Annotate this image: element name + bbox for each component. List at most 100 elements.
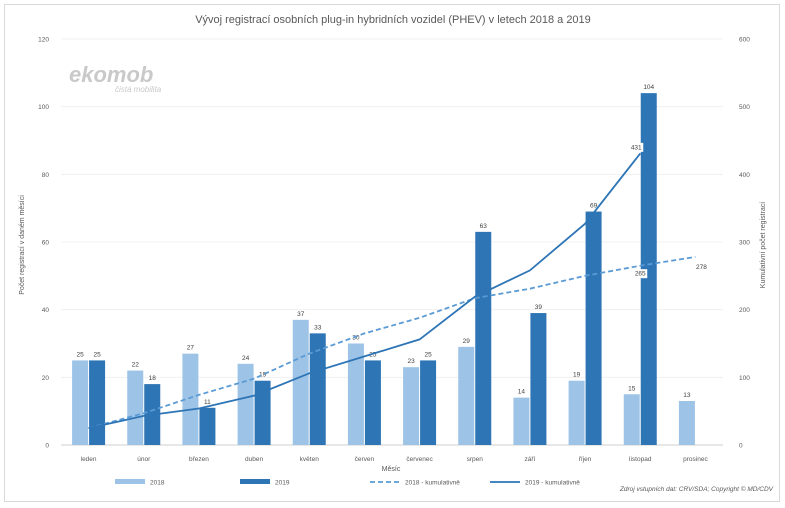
ekomob-logo: ekomob čistá mobilita [69, 62, 162, 94]
bar-2018 [458, 346, 475, 445]
left-axis-ticks: 0 20 40 60 80 100 120 [38, 37, 49, 450]
x-tick-label: červenec [406, 456, 433, 463]
legend-label-2019: 2019 [275, 480, 290, 487]
bar-data-label: 39 [535, 304, 543, 311]
y-axis-label: Počet registrací v daném měsíci [19, 195, 26, 295]
bar-data-label: 63 [480, 223, 488, 230]
bar-data-label: 25 [93, 351, 101, 358]
bar-2018 [127, 370, 144, 445]
y-tick-label: 40 [42, 307, 50, 314]
y2-tick-label: 300 [739, 240, 750, 247]
line-data-label-bg [633, 269, 648, 279]
bar-2019 [475, 231, 492, 445]
bar-data-label: 18 [149, 375, 157, 382]
bar-2018 [237, 363, 254, 445]
bar-2019 [585, 211, 602, 445]
x-tick-label: listopad [629, 456, 652, 463]
line-2019 - kumulativně [88, 152, 642, 429]
bar-data-label: 27 [187, 345, 195, 352]
bar-data-label: 14 [518, 389, 526, 396]
legend-swatch-2019 [240, 479, 270, 484]
bar-data-label: 25 [369, 351, 377, 358]
gridlines [61, 38, 723, 446]
bar-data-label: 19 [573, 372, 581, 379]
right-axis-ticks: 0 100 200 300 400 500 600 [739, 37, 750, 450]
line-data-label-bg [629, 142, 644, 152]
y2-tick-label: 0 [739, 443, 743, 450]
y-tick-label: 80 [42, 172, 50, 179]
line-data-label: 278 [696, 264, 707, 271]
y-tick-label: 120 [38, 37, 49, 44]
bar-2018 [568, 380, 585, 445]
bar-data-label: 33 [314, 324, 322, 331]
bar-2018 [292, 319, 309, 445]
phev-registration-chart: Vývoj registrací osobních plug-in hybrid… [19, 14, 774, 493]
bar-2018 [403, 367, 420, 445]
legend-label-2018 - kumulativně: 2018 - kumulativně [405, 480, 460, 487]
x-tick-label: říjen [579, 456, 592, 463]
chart-frame: Vývoj registrací osobních plug-in hybrid… [4, 4, 780, 502]
y2-tick-label: 500 [739, 104, 750, 111]
legend-label-2018: 2018 [150, 480, 165, 487]
y2-tick-label: 200 [739, 307, 750, 314]
legend-label-2019 - kumulativně: 2019 - kumulativně [525, 480, 580, 487]
cumulative-lines: 265 278 431 [88, 142, 709, 429]
bar-2018 [623, 394, 640, 445]
legend: 2018 2019 2018 - kumulativně 2019 - kumulat… [115, 479, 580, 487]
x-tick-label: duben [245, 456, 263, 463]
line-data-label: 431 [631, 144, 642, 151]
chart-title: Vývoj registrací osobních plug-in hybrid… [195, 14, 591, 26]
bar-2018 [182, 353, 199, 445]
bar-2019 [254, 380, 271, 445]
bar-data-label: 37 [297, 311, 305, 318]
bar-data-label: 25 [424, 351, 432, 358]
logo-text: ekomob [69, 62, 153, 87]
bar-data-label: 23 [407, 358, 415, 365]
bar-2019 [309, 333, 326, 445]
x-tick-label: červen [355, 456, 375, 463]
bar-2018 [72, 360, 89, 445]
bar-data-label: 24 [242, 355, 250, 362]
bar-data-label: 13 [683, 392, 691, 399]
bar-data-label: 19 [259, 372, 267, 379]
bars: 25 22 27 24 37 30 23 29 14 19 15 13 25 18 11 19 33 25 25 63… [72, 84, 695, 445]
x-tick-label: leden [81, 456, 97, 463]
bar-2018 [513, 397, 530, 445]
y2-tick-label: 400 [739, 172, 750, 179]
bar-2019 [530, 313, 547, 445]
y-tick-label: 60 [42, 240, 50, 247]
legend-swatch-2018 [115, 479, 145, 484]
bar-data-label: 25 [76, 351, 84, 358]
bar-2019 [89, 360, 106, 445]
x-tick-label: březen [189, 456, 209, 463]
bar-data-label: 69 [590, 203, 598, 210]
bar-2019 [199, 407, 216, 445]
logo-tagline: čistá mobilita [115, 85, 162, 94]
y-tick-label: 0 [45, 443, 49, 450]
bar-2018 [347, 343, 364, 445]
bar-data-label: 15 [628, 385, 636, 392]
y2-tick-label: 100 [739, 375, 750, 382]
y2-axis-label: Kumulativní počet registrací [760, 202, 767, 288]
y-tick-label: 20 [42, 375, 50, 382]
x-tick-label: únor [137, 456, 151, 463]
y-tick-label: 100 [38, 104, 49, 111]
line-data-label: 265 [635, 271, 646, 278]
bar-2019 [420, 360, 437, 445]
bar-2019 [364, 360, 381, 445]
x-tick-label: září [524, 456, 535, 463]
x-axis-ticks: leden únor březen duben květen červen červenec… [81, 456, 709, 463]
bar-2018 [678, 401, 695, 445]
bar-data-label: 11 [204, 399, 211, 406]
x-tick-label: prosinec [683, 456, 708, 463]
bar-data-label: 22 [132, 362, 140, 369]
x-tick-label: srpen [467, 456, 484, 463]
bar-data-label: 29 [463, 338, 471, 345]
source-note: Zdroj vstupních dat: CRV/SDA; Copyright … [619, 485, 774, 493]
bar-2019 [640, 93, 657, 445]
x-tick-label: květen [300, 456, 320, 463]
line-2018 - kumulativně [88, 256, 696, 429]
line-data-label-bg [694, 262, 709, 272]
bar-data-label: 30 [352, 335, 360, 342]
x-axis-label: Měsíc [382, 466, 401, 473]
